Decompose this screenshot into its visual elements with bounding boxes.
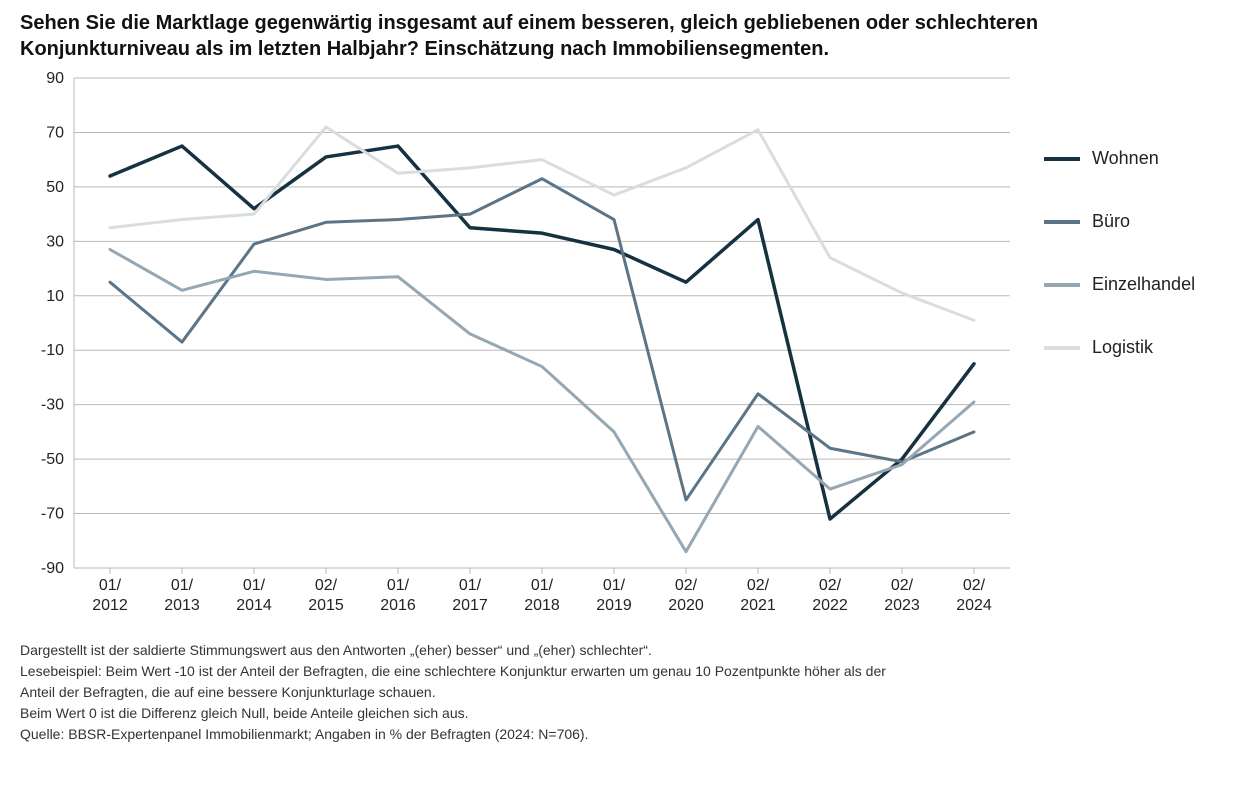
x-tick-label: 01/ <box>459 577 482 594</box>
y-tick-label: -10 <box>41 342 64 359</box>
y-tick-label: 90 <box>46 70 64 87</box>
footnotes: Dargestellt ist der saldierte Stimmungsw… <box>20 641 1120 743</box>
x-tick-label: 01/ <box>99 577 122 594</box>
chart-area: -90 -70 -50 -30 -10 10 30 50 70 90 01/2012 01/2013 0… <box>20 68 1020 633</box>
note-line-3: Anteil der Befragten, die auf eine besse… <box>20 683 1120 702</box>
x-tick-label: 2015 <box>308 597 344 614</box>
x-tick-label: 01/ <box>387 577 410 594</box>
legend-item-wohnen: Wohnen <box>1044 148 1195 169</box>
legend: Wohnen Büro Einzelhandel Logistik <box>1044 148 1195 358</box>
y-tick-label: 30 <box>46 233 64 250</box>
legend-label: Logistik <box>1092 337 1153 358</box>
y-tick-label: -70 <box>41 506 64 523</box>
x-tick-label: 01/ <box>531 577 554 594</box>
x-tick-label: 02/ <box>315 577 338 594</box>
x-tick-label: 2020 <box>668 597 704 614</box>
x-tick-label: 2013 <box>164 597 200 614</box>
y-tick-label: 10 <box>46 288 64 305</box>
x-tick-label: 2021 <box>740 597 776 614</box>
title-line-1: Sehen Sie die Marktlage gegenwärtig insg… <box>20 12 1038 34</box>
y-tick-label: 70 <box>46 124 64 141</box>
y-tick-label: -50 <box>41 451 64 468</box>
x-tick-label: 02/ <box>891 577 914 594</box>
x-tick-label: 2012 <box>92 597 128 614</box>
x-tick-label: 2018 <box>524 597 560 614</box>
legend-item-einzelhandel: Einzelhandel <box>1044 274 1195 295</box>
note-line-1: Dargestellt ist der saldierte Stimmungsw… <box>20 641 1120 660</box>
legend-swatch <box>1044 346 1080 350</box>
note-source: Quelle: BBSR-Expertenpanel Immobilienmar… <box>20 725 1120 744</box>
x-tick-label: 01/ <box>171 577 194 594</box>
x-tick-label: 2014 <box>236 597 272 614</box>
title-line-2: Konjunkturniveau als im letzten Halbjahr… <box>20 38 829 60</box>
legend-label: Wohnen <box>1092 148 1159 169</box>
y-tick-label: 50 <box>46 179 64 196</box>
y-tick-label: -90 <box>41 560 64 577</box>
note-line-2: Lesebeispiel: Beim Wert -10 ist der Ante… <box>20 662 1120 681</box>
legend-item-logistik: Logistik <box>1044 337 1195 358</box>
chart-title: Sehen Sie die Marktlage gegenwärtig insg… <box>20 10 1120 62</box>
legend-swatch <box>1044 283 1080 287</box>
x-tick-label: 02/ <box>963 577 986 594</box>
legend-label: Einzelhandel <box>1092 274 1195 295</box>
x-tick-label: 02/ <box>675 577 698 594</box>
x-tick-label: 2017 <box>452 597 488 614</box>
note-line-4: Beim Wert 0 ist die Differenz gleich Nul… <box>20 704 1120 723</box>
x-tick-label: 2023 <box>884 597 920 614</box>
x-tick-label: 2019 <box>596 597 632 614</box>
legend-swatch <box>1044 157 1080 161</box>
legend-swatch <box>1044 220 1080 224</box>
x-tick-label: 01/ <box>243 577 266 594</box>
legend-item-büro: Büro <box>1044 211 1195 232</box>
line-chart-svg: -90 -70 -50 -30 -10 10 30 50 70 90 01/2012 01/2013 0… <box>20 68 1020 628</box>
x-tick-label: 2024 <box>956 597 992 614</box>
x-tick-label: 01/ <box>603 577 626 594</box>
x-tick-label: 02/ <box>747 577 770 594</box>
x-tick-label: 02/ <box>819 577 842 594</box>
x-tick-label: 2022 <box>812 597 848 614</box>
y-tick-label: -30 <box>41 397 64 414</box>
legend-label: Büro <box>1092 211 1130 232</box>
x-tick-label: 2016 <box>380 597 416 614</box>
